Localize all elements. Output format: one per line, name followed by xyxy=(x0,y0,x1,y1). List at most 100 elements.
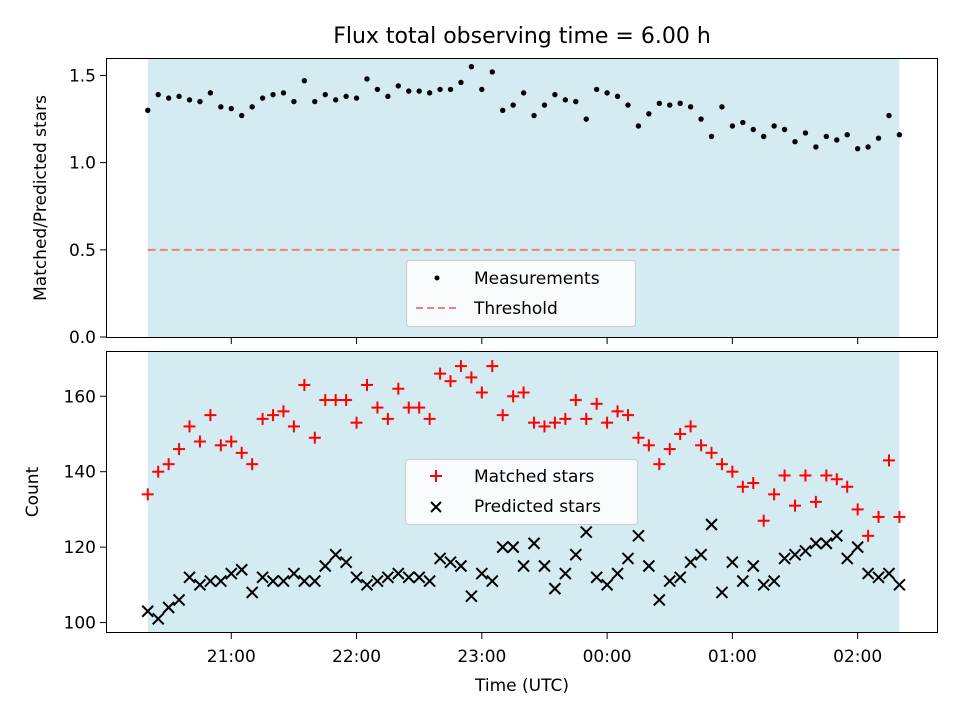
measurement-point xyxy=(531,112,537,119)
measurement-point xyxy=(197,98,203,105)
predicted-star-point xyxy=(673,571,687,584)
matched-star-point xyxy=(642,439,655,452)
matched-star-point xyxy=(183,420,196,433)
predicted-star-point xyxy=(809,537,823,550)
matched-star-point xyxy=(277,405,290,418)
predicted-star-point xyxy=(621,552,635,565)
bottom-y-tick-label-0: 100 xyxy=(64,614,96,634)
measurement-point xyxy=(562,97,569,103)
matched-star-point xyxy=(486,360,499,373)
matched-star-point xyxy=(538,420,551,433)
measurement-point xyxy=(353,95,360,101)
bottom-y-tick-label-1: 120 xyxy=(64,538,96,558)
matched-star-point xyxy=(475,386,488,399)
predicted-star-point xyxy=(830,529,843,543)
measurement-point xyxy=(406,88,412,94)
predicted-star-point xyxy=(653,593,666,607)
matched-star-point xyxy=(611,405,624,418)
predicted-star-point xyxy=(371,574,384,588)
measurement-point xyxy=(698,116,704,122)
predicted-star-point xyxy=(486,574,499,588)
top-y-axis-label: Matched/Predicted stars xyxy=(31,95,51,301)
measurement-point xyxy=(343,93,349,100)
matched-star-point xyxy=(214,439,227,452)
matched-star-point xyxy=(152,465,165,478)
predicted-star-point xyxy=(559,567,572,580)
predicted-star-point xyxy=(214,574,228,588)
matched-star-point xyxy=(569,394,582,407)
predicted-star-point xyxy=(726,556,739,569)
measurement-point xyxy=(802,130,809,136)
x-tick-label-4: 01:00 xyxy=(708,647,757,667)
matched-star-point xyxy=(162,458,175,471)
matched-star-point xyxy=(371,401,384,414)
matched-star-point xyxy=(757,514,770,527)
predicted-star-point xyxy=(611,567,624,580)
threshold-legend-label: Threshold xyxy=(473,299,558,319)
matched-star-point xyxy=(173,443,186,456)
x-tick-label-5: 02:00 xyxy=(833,647,882,667)
predicted-star-point xyxy=(266,574,280,588)
measurement-point xyxy=(823,133,830,140)
predicted-star-point xyxy=(506,540,520,554)
predicted-star-point xyxy=(183,571,196,584)
predicted-star-point xyxy=(820,537,833,550)
matched-star-point xyxy=(308,431,321,444)
bottom-y-axis-label: Count xyxy=(23,466,43,517)
bottom-axes-frame xyxy=(106,351,938,633)
matched-star-point xyxy=(601,416,614,429)
matched-star-point xyxy=(528,416,541,429)
matched-star-point xyxy=(882,454,895,467)
top-y-tick-label-0: 0.0 xyxy=(69,328,96,348)
measurement-point xyxy=(854,145,861,152)
measurement-point xyxy=(489,69,495,75)
matched-stars-legend-label: Matched stars xyxy=(474,467,594,487)
matched-star-point xyxy=(392,382,405,395)
predicted-star-point xyxy=(580,525,593,539)
measurement-point xyxy=(364,76,370,82)
measurement-point xyxy=(437,86,443,93)
matched-star-point xyxy=(726,465,739,478)
measurement-point xyxy=(468,64,475,70)
top-x-ticks xyxy=(230,338,859,344)
predicted-star-point xyxy=(799,544,812,558)
bottom-y-tick-label-3: 160 xyxy=(64,387,96,407)
predicted-star-point xyxy=(715,586,729,599)
measurement-point xyxy=(614,93,621,100)
predicted-star-point xyxy=(538,559,551,573)
predicted-star-point xyxy=(402,571,415,584)
measurement-point xyxy=(500,107,506,114)
predicted-star-point xyxy=(757,578,770,592)
matched-star-point xyxy=(319,394,332,407)
measurement-point xyxy=(207,90,214,96)
matched-star-point xyxy=(298,378,311,391)
predicted-star-point xyxy=(851,540,864,554)
predicted-star-point xyxy=(861,567,875,580)
top-legend-box xyxy=(406,260,636,327)
measurement-point xyxy=(625,102,631,108)
measurement-point xyxy=(479,86,485,93)
measurement-point xyxy=(573,98,579,105)
predicted-star-point xyxy=(882,567,896,580)
predicted-star-point xyxy=(465,589,478,603)
matched-star-point xyxy=(809,495,822,508)
matched-star-point xyxy=(705,446,718,459)
matched-star-point xyxy=(444,375,457,388)
matched-star-point xyxy=(350,416,363,429)
matched-star-point xyxy=(559,412,572,425)
measurement-point xyxy=(750,126,756,133)
matched-star-point xyxy=(799,469,812,482)
bottom-panel: 100 120 140 160 21:00 22:00 23:00 00:00 01:00 02… xyxy=(23,351,938,696)
measurement-point xyxy=(218,104,224,110)
predicted-star-point xyxy=(151,612,165,626)
x-axis-label: Time (UTC) xyxy=(474,676,569,696)
matched-star-point xyxy=(381,412,394,425)
x-tick-label-0: 21:00 xyxy=(207,647,256,667)
x-tick-label-3: 00:00 xyxy=(583,647,632,667)
measurement-point xyxy=(165,95,172,101)
predicted-star-point xyxy=(172,593,186,607)
matched-star-point xyxy=(830,473,843,486)
predicted-star-point xyxy=(193,578,207,592)
measurement-point xyxy=(541,102,548,108)
